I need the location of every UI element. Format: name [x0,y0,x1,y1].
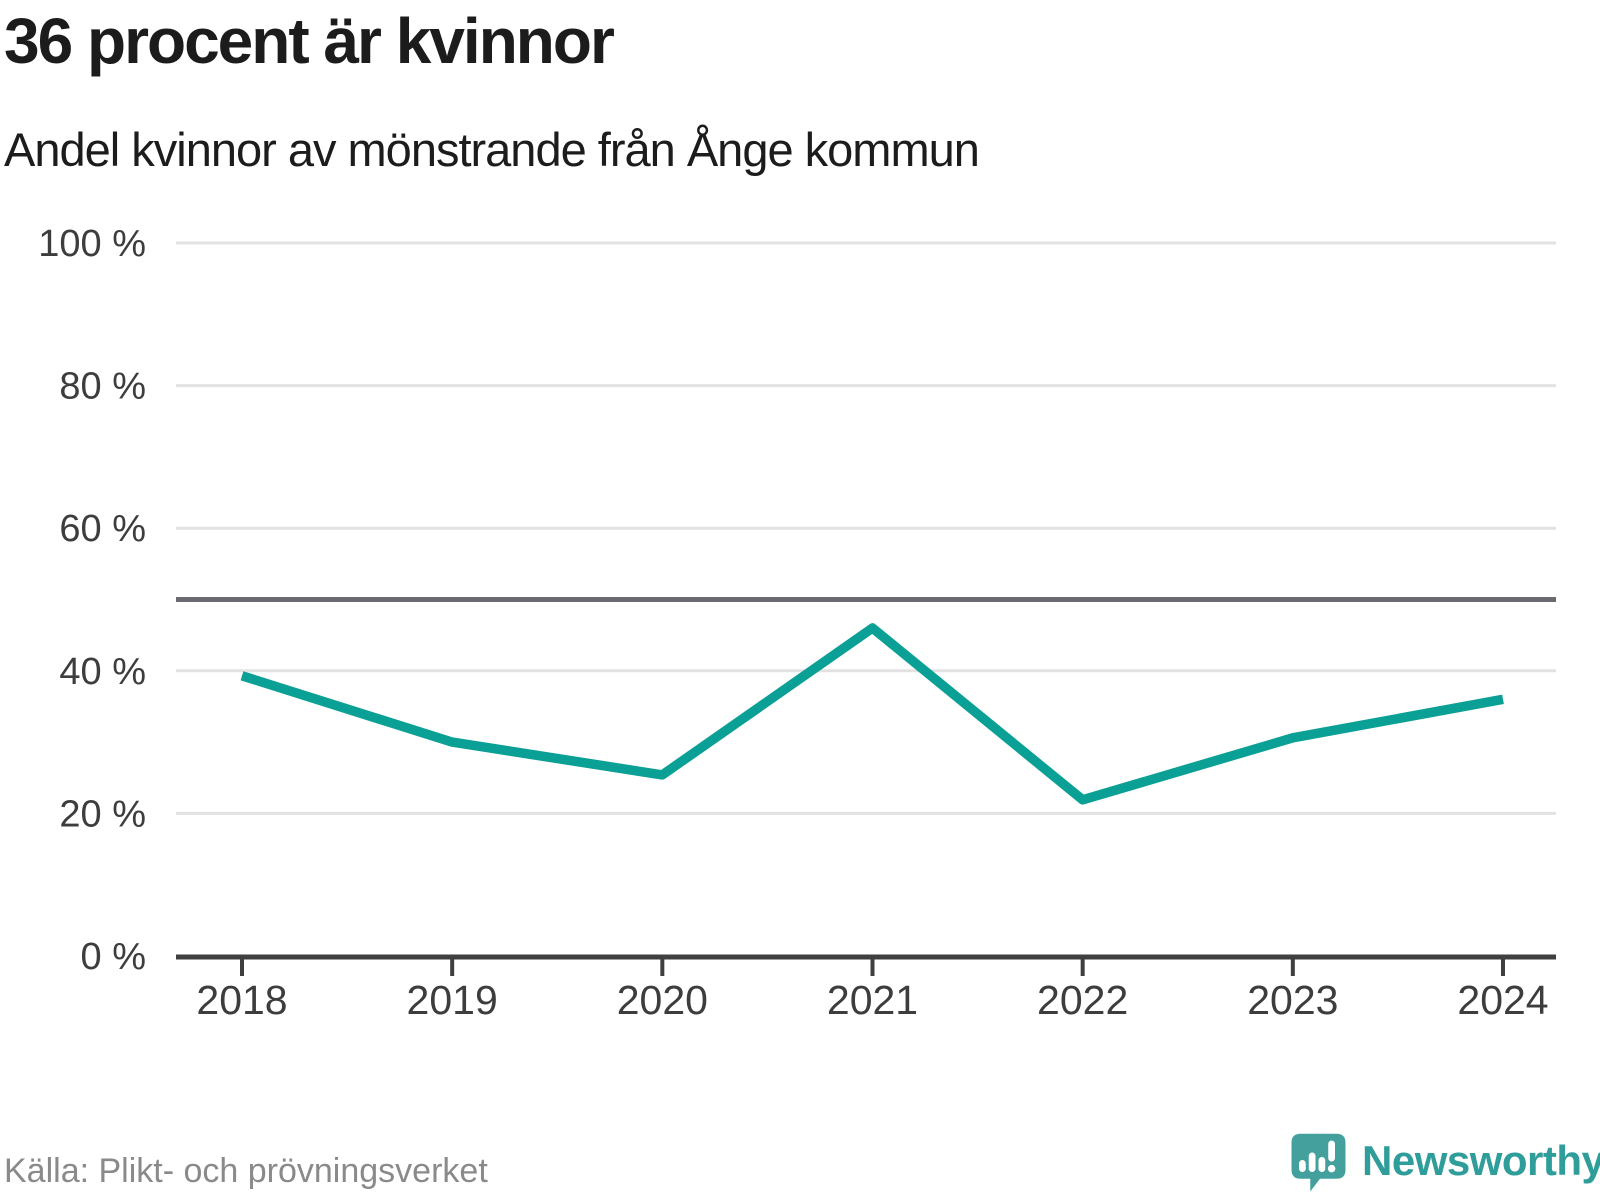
logo-bar-3 [1318,1157,1326,1172]
x-tick-label-2021: 2021 [827,977,918,1023]
logo-bar-2 [1308,1152,1316,1172]
x-axis-ticks [240,959,1505,976]
x-tick-label-2022: 2022 [1037,977,1128,1023]
logo-exclamation-bar [1328,1140,1335,1162]
logo-bar-1 [1299,1160,1306,1172]
y-tick-label-40: 40 % [59,651,146,693]
logo-exclamation-dot [1327,1164,1336,1173]
x-tick-label-2024: 2024 [1457,977,1548,1023]
newsworthy-logo-icon [1291,1133,1346,1192]
chart-subtitle: Andel kvinnor av mönstrande från Ånge ko… [4,123,980,176]
y-tick-label-80: 80 % [59,366,146,408]
y-axis-labels: 0 % 20 % 40 % 60 % 80 % 100 % [38,223,146,978]
chart-title: 36 procent är kvinnor [4,5,615,77]
x-tick-label-2020: 2020 [617,977,708,1023]
x-tick-label-2023: 2023 [1247,977,1338,1023]
x-tick-label-2019: 2019 [407,977,498,1023]
newsworthy-logo: Newsworthy [1290,1132,1600,1194]
y-tick-label-20: 20 % [59,793,146,835]
source-note: Källa: Plikt- och prövningsverket [4,1152,488,1190]
data-series-line [240,623,1504,805]
y-tick-label-60: 60 % [59,508,146,550]
x-tick-label-2018: 2018 [196,977,287,1023]
gridlines [176,241,1556,815]
y-tick-label-0: 0 % [81,936,146,978]
newsworthy-logo-text: Newsworthy [1362,1137,1600,1184]
y-tick-label-100: 100 % [38,223,146,265]
x-axis-labels: 2018 2019 2020 2021 2022 2023 2024 [196,977,1548,1023]
